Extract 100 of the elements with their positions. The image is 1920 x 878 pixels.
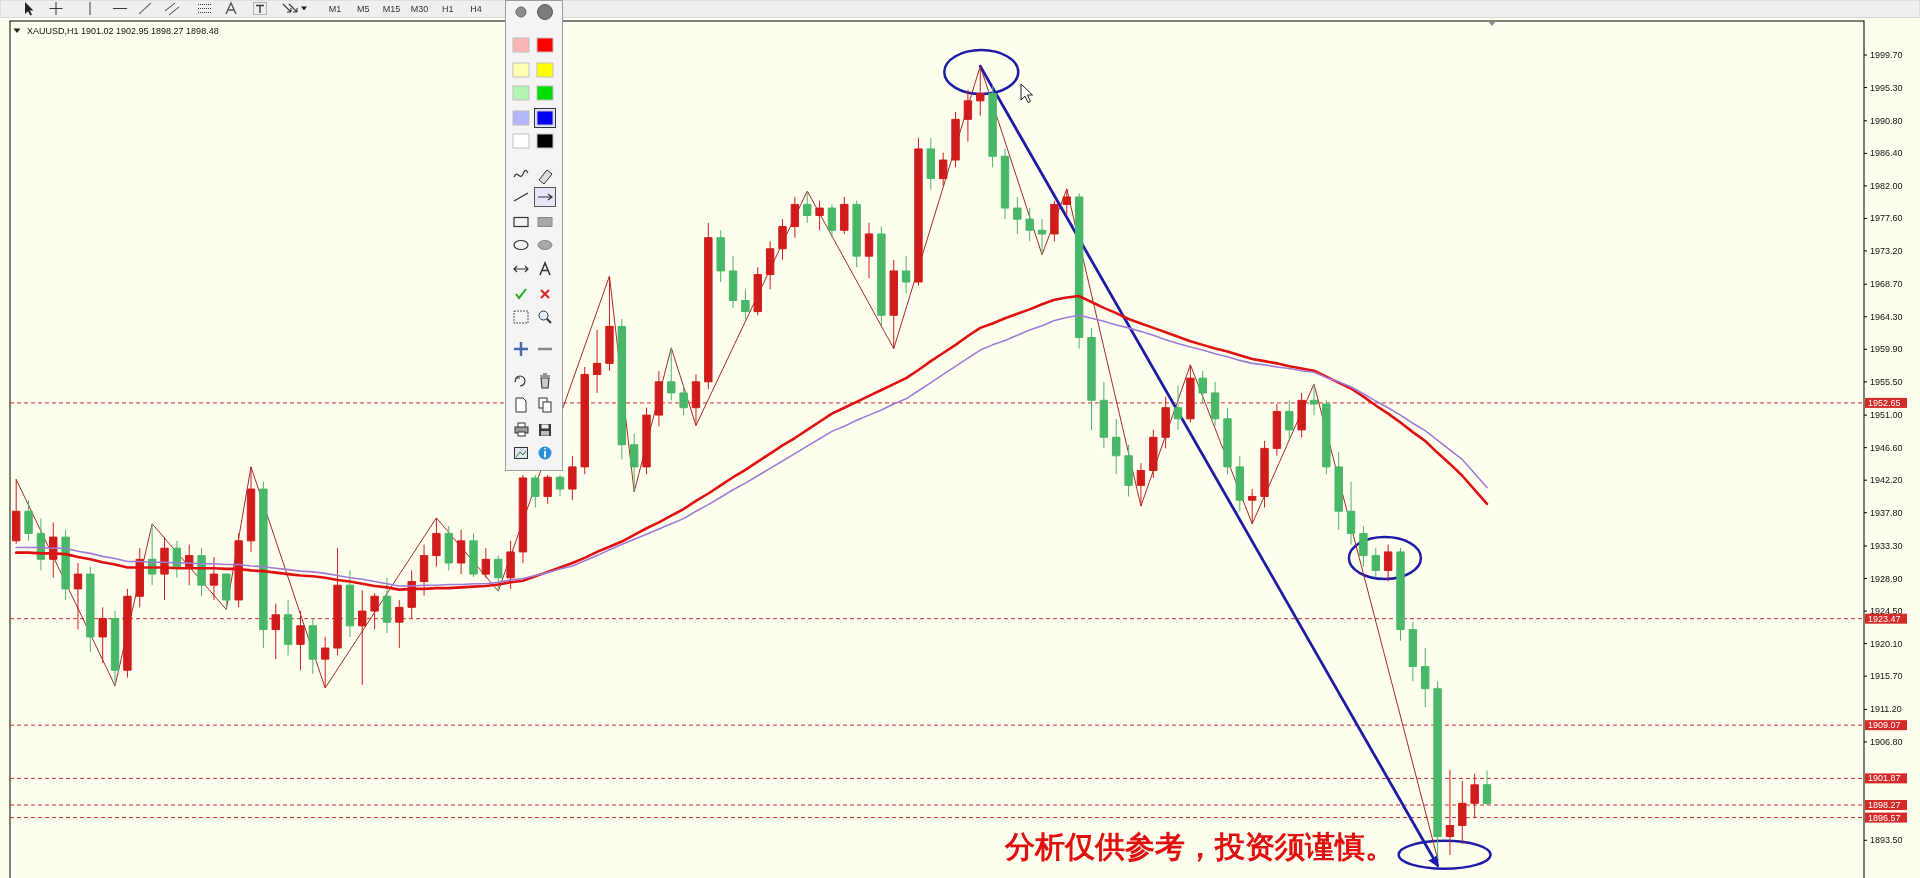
candlestick: [123, 588, 132, 679]
candlestick: [1087, 327, 1096, 431]
candlestick: [1359, 525, 1368, 568]
candlestick: [320, 636, 330, 689]
candlestick: [642, 407, 651, 475]
candlestick: [1198, 370, 1207, 405]
candlestick: [73, 562, 83, 631]
annotation: 分析仅供参考，投资须谨慎。: [1004, 829, 1395, 864]
y-tick-label: 1920.10: [1870, 638, 1903, 649]
candlestick: [667, 347, 676, 401]
y-tick-label: 1999.70: [1870, 50, 1903, 61]
ref-line-label: 1898.27: [1868, 800, 1901, 811]
y-tick-label: 1937.80: [1870, 507, 1903, 518]
candlestick: [840, 196, 849, 235]
candlestick: [1383, 544, 1393, 582]
candlestick: [790, 196, 800, 239]
candlestick: [11, 478, 21, 545]
candlestick: [358, 589, 367, 686]
candlestick: [926, 137, 936, 191]
candlestick: [531, 474, 540, 509]
candlestick: [1309, 383, 1319, 416]
candlestick: [1396, 547, 1405, 642]
y-tick-label: 1986.40: [1870, 148, 1903, 159]
candlestick: [296, 610, 305, 671]
y-tick-label: 1968.70: [1870, 279, 1903, 290]
ref-line-label: 1952.65: [1868, 397, 1901, 408]
candlestick: [1000, 148, 1010, 220]
text: H4: [470, 4, 482, 14]
y-tick-label: 1946.60: [1870, 442, 1903, 453]
candlestick: [753, 266, 762, 316]
candlestick: [110, 610, 120, 687]
candlestick: [259, 481, 268, 649]
candlestick: [1235, 455, 1245, 512]
candlestick: [1136, 462, 1146, 507]
candlestick: [778, 218, 787, 261]
candlestick: [1173, 385, 1183, 431]
candlestick: [889, 259, 898, 350]
y-tick-label: 1911.20: [1870, 704, 1902, 715]
candlestick: [370, 592, 379, 631]
candlestick: [135, 547, 144, 608]
candlestick: [741, 288, 750, 320]
candlestick: [976, 65, 985, 117]
candlestick: [1161, 396, 1170, 449]
candlestick: [61, 529, 70, 601]
text: M1: [328, 4, 342, 14]
candlestick: [580, 366, 589, 475]
y-tick-label: 1933.30: [1870, 541, 1903, 551]
candlestick: [592, 329, 602, 394]
candlestick: [1112, 418, 1121, 475]
candlestick: [877, 226, 886, 327]
text: M30: [410, 4, 429, 14]
candlestick: [1482, 769, 1492, 806]
y-tick-label: 1951.00: [1870, 410, 1903, 421]
candlestick: [209, 556, 219, 601]
candlestick: [1013, 196, 1022, 235]
candlestick: [382, 577, 392, 634]
y-tick-label: 1995.30: [1870, 82, 1903, 93]
y-tick-label: 1915.70: [1870, 671, 1903, 682]
candlestick: [246, 466, 256, 553]
candlestick: [172, 540, 182, 579]
candlestick: [704, 222, 713, 390]
y-tick-label: 1973.20: [1870, 245, 1903, 256]
ref-line-label: 1896.57: [1868, 812, 1901, 823]
candlestick: [716, 229, 725, 283]
candlestick: [395, 599, 404, 649]
candlestick: [432, 517, 441, 568]
y-tick-label: 1906.80: [1870, 736, 1903, 747]
candlestick: [691, 373, 701, 426]
text: H1: [442, 4, 454, 14]
candlestick: [568, 455, 577, 501]
y-tick-label: 1964.30: [1870, 311, 1903, 322]
candlestick: [469, 532, 478, 578]
candlestick: [345, 569, 355, 638]
y-tick-label: 1893.50: [1870, 835, 1903, 846]
candlestick: [1272, 403, 1282, 457]
y-tick-label: 1942.20: [1870, 475, 1903, 486]
candlestick: [864, 222, 874, 279]
candlestick: [1297, 392, 1306, 438]
candlestick: [901, 255, 911, 294]
candlestick: [827, 203, 837, 239]
candlestick: [654, 370, 664, 427]
candlestick: [1037, 218, 1047, 256]
candlestick: [1149, 429, 1158, 479]
candlestick: [1260, 440, 1269, 509]
candlestick: [456, 529, 466, 575]
candlestick: [86, 566, 95, 653]
candlestick: [494, 555, 503, 592]
candlestick: [1124, 444, 1133, 497]
candlestick: [518, 474, 528, 564]
candlestick: [1247, 488, 1257, 525]
candlestick: [1445, 769, 1455, 856]
candlestick: [938, 152, 948, 187]
candlestick: [555, 474, 565, 497]
candlestick: [98, 606, 107, 664]
candlestick: [1458, 780, 1467, 845]
candlestick: [988, 85, 997, 168]
ref-line-label: 1909.07: [1868, 720, 1901, 731]
candlestick: [1223, 407, 1232, 475]
y-tick-label: 1955.50: [1870, 376, 1903, 387]
y-tick-label: 1977.60: [1870, 213, 1903, 224]
